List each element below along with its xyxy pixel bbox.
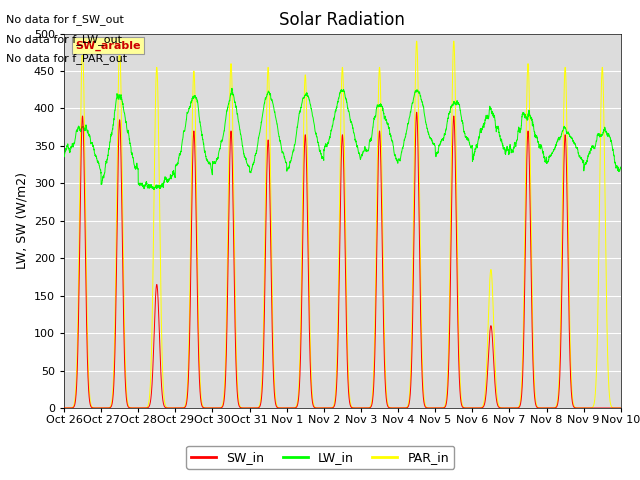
Text: No data for f_PAR_out: No data for f_PAR_out [6,53,127,64]
Text: SW_arable: SW_arable [75,41,141,51]
Title: Solar Radiation: Solar Radiation [280,11,405,29]
Text: No data for f_LW_out: No data for f_LW_out [6,34,122,45]
Text: No data for f_SW_out: No data for f_SW_out [6,14,124,25]
Legend: SW_in, LW_in, PAR_in: SW_in, LW_in, PAR_in [186,446,454,469]
Y-axis label: LW, SW (W/m2): LW, SW (W/m2) [15,172,28,269]
